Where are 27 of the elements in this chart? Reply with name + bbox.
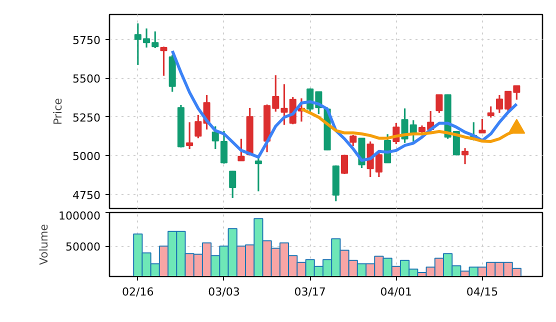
candlestick xyxy=(254,156,262,192)
x-tick-label: 03/17 xyxy=(294,286,326,298)
y-tick-label: 100000 xyxy=(58,210,101,222)
candlestick xyxy=(220,130,228,164)
line-series xyxy=(170,49,518,162)
x-tick-label: 04/15 xyxy=(466,286,498,298)
y-axis-title: Price xyxy=(52,98,65,125)
candlestick xyxy=(229,170,236,199)
candlestick xyxy=(194,114,202,139)
candlestick xyxy=(238,138,245,162)
y-tick-label: 50000 xyxy=(66,240,101,254)
y-tick-label: 5500 xyxy=(72,72,101,86)
y-axis-title: Volume xyxy=(38,224,51,265)
x-tick-label: 04/01 xyxy=(380,286,412,298)
candlestick xyxy=(487,106,494,118)
y-tick-label: 5750 xyxy=(72,34,101,47)
x-tick-label: 02/16 xyxy=(122,286,154,298)
candlestick xyxy=(350,134,357,147)
y-tick-label: 4750 xyxy=(72,189,101,202)
candlestick xyxy=(478,118,486,134)
candlestick xyxy=(160,46,168,77)
candlestick xyxy=(436,94,443,114)
y-tick-label: 5250 xyxy=(72,111,101,124)
y-tick-label: 5000 xyxy=(72,150,101,164)
candlestick xyxy=(186,121,194,150)
candlestick xyxy=(462,147,469,165)
x-tick-label: 03/03 xyxy=(208,286,240,298)
